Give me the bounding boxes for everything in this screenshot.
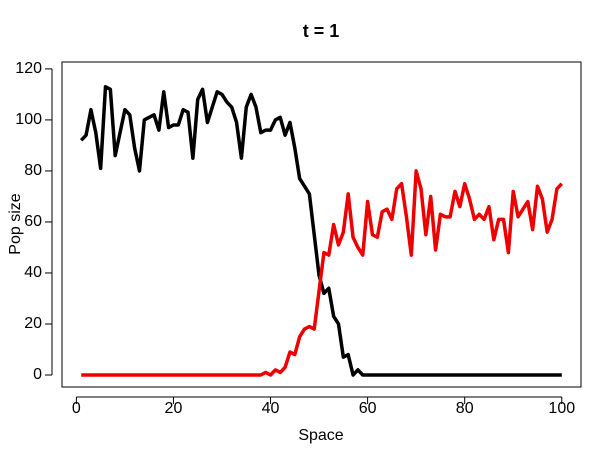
x-tick-label: 0: [72, 400, 81, 417]
y-tick-label: 60: [24, 213, 42, 230]
data-line: [79, 84, 562, 377]
y-tick-label: 100: [15, 111, 42, 128]
plot-box: [61, 61, 582, 388]
y-tick-label: 0: [33, 366, 42, 383]
y-tick-label: 120: [15, 60, 42, 77]
chart-title: t = 1: [303, 21, 340, 41]
y-tick-label: 40: [24, 264, 42, 281]
x-axis-label: Space: [298, 427, 343, 444]
y-tick-label: 20: [24, 315, 42, 332]
x-tick-label: 40: [262, 400, 280, 417]
data-line: [81, 169, 564, 377]
x-tick-label: 100: [548, 400, 575, 417]
y-axis-label: Pop size: [7, 193, 24, 254]
x-tick-label: 80: [456, 400, 474, 417]
y-tick-label: 80: [24, 162, 42, 179]
x-tick-label: 60: [359, 400, 377, 417]
x-tick-label: 20: [165, 400, 183, 417]
